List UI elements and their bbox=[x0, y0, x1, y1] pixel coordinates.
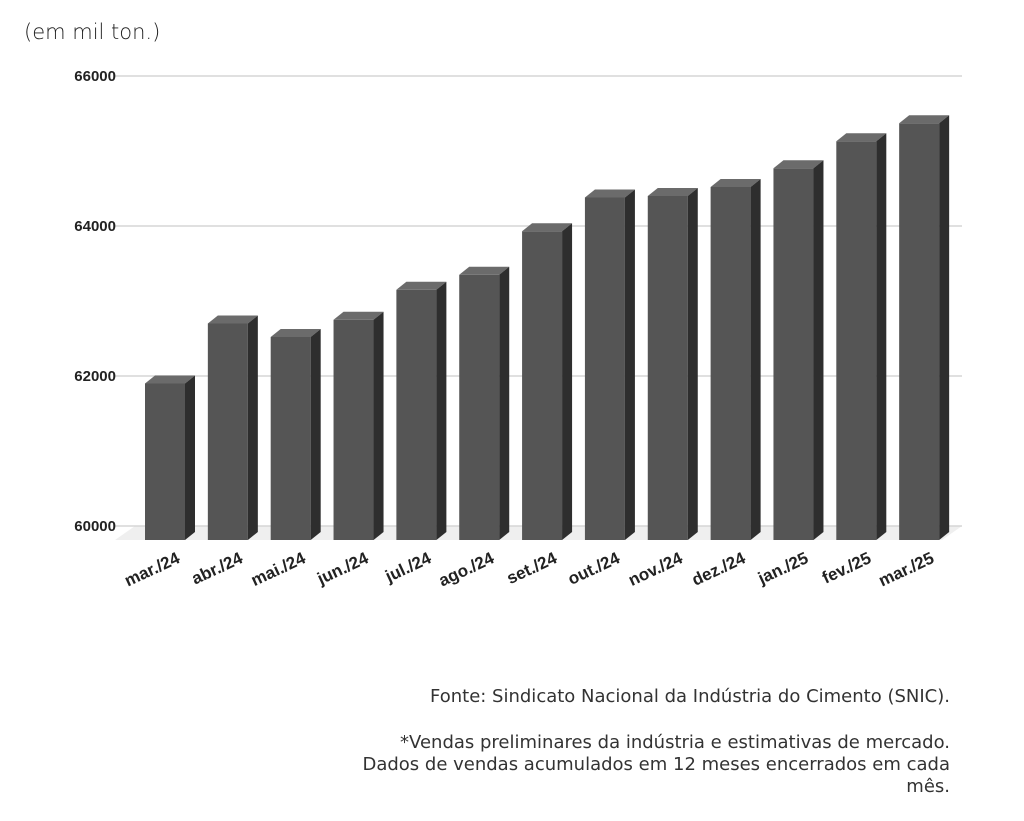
source-note: Fonte: Sindicato Nacional da Indústria d… bbox=[430, 686, 950, 707]
bar-top bbox=[396, 281, 447, 290]
bar bbox=[836, 141, 877, 540]
bar-side bbox=[687, 188, 698, 540]
bar-top bbox=[270, 329, 321, 337]
bar bbox=[773, 168, 814, 540]
bar-top bbox=[145, 375, 195, 384]
x-tick-label: jul./24 bbox=[381, 548, 434, 586]
footnote: *Vendas preliminares da indústria e esti… bbox=[362, 732, 950, 797]
x-tick-label: jun./24 bbox=[313, 548, 371, 589]
bar-side bbox=[185, 375, 195, 540]
x-tick-label: fev./25 bbox=[819, 548, 874, 587]
bar bbox=[459, 274, 500, 540]
bar bbox=[396, 289, 437, 540]
bar-top bbox=[333, 311, 384, 320]
x-tick-label: mar./25 bbox=[876, 548, 937, 590]
bar bbox=[333, 319, 374, 540]
y-tick-label: 60000 bbox=[74, 518, 116, 535]
bar-side bbox=[939, 115, 950, 540]
x-tick-label: abr./24 bbox=[189, 548, 246, 588]
x-tick-label: jan./25 bbox=[754, 548, 811, 588]
bar-top bbox=[899, 115, 950, 124]
y-tick-label: 62000 bbox=[74, 368, 116, 385]
x-tick-label: dez./24 bbox=[689, 548, 749, 589]
notes: Fonte: Sindicato Nacional da Indústria d… bbox=[250, 686, 950, 798]
bar-top bbox=[647, 188, 698, 196]
bar bbox=[710, 187, 751, 540]
bar-side bbox=[247, 315, 258, 540]
bar-side bbox=[436, 281, 447, 540]
bar-top bbox=[459, 266, 510, 275]
bar-side bbox=[310, 329, 321, 540]
y-tick-label: 66000 bbox=[74, 68, 116, 85]
bar-top bbox=[710, 179, 761, 187]
bar-side bbox=[813, 160, 824, 540]
bar bbox=[270, 337, 311, 540]
bar-top bbox=[773, 160, 824, 169]
bar-top bbox=[522, 223, 573, 232]
bar-top bbox=[584, 189, 635, 198]
x-tick-label: set./24 bbox=[504, 548, 560, 588]
bar-side bbox=[499, 266, 510, 540]
bar-top bbox=[836, 133, 887, 142]
bar bbox=[647, 196, 688, 540]
bar bbox=[145, 383, 185, 540]
bar bbox=[899, 123, 940, 540]
bar-side bbox=[876, 133, 887, 540]
bar-side bbox=[750, 179, 761, 540]
bar bbox=[207, 323, 248, 540]
x-tick-label: out./24 bbox=[565, 548, 623, 589]
bar bbox=[584, 197, 625, 540]
x-tick-label: mai./24 bbox=[248, 548, 309, 590]
bar-side bbox=[562, 223, 573, 540]
x-tick-label: mar./24 bbox=[122, 548, 184, 590]
x-tick-label: nov./24 bbox=[625, 548, 685, 590]
y-tick-label: 64000 bbox=[74, 218, 116, 235]
bar-top bbox=[207, 315, 258, 324]
x-tick-label: ago./24 bbox=[436, 548, 498, 590]
bar-chart: 60000 62000 64000 66000 mar./24 abr./24 mai./2… bbox=[74, 68, 962, 590]
bar-side bbox=[373, 311, 384, 540]
bar-side bbox=[624, 189, 635, 540]
bar bbox=[522, 231, 563, 540]
unit-label: (em mil ton.) bbox=[24, 20, 161, 44]
